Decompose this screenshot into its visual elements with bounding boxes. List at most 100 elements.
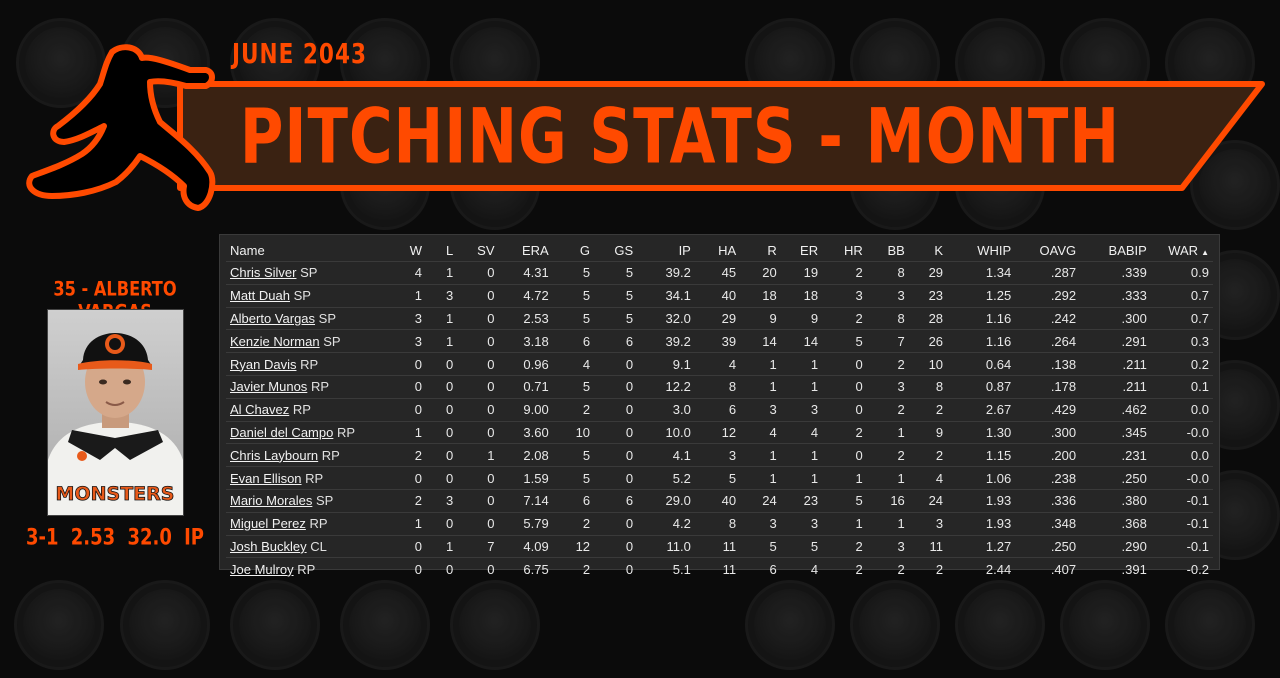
- stat-cell-babip: .333: [1080, 283, 1151, 308]
- stat-cell-ha: 8: [694, 374, 741, 399]
- player-link[interactable]: Chris Silver: [230, 265, 297, 281]
- stat-cell-hr: 2: [822, 420, 867, 444]
- stat-cell-sv: 0: [457, 557, 499, 581]
- stat-cell-er: 5: [780, 534, 823, 558]
- column-header-ip[interactable]: IP: [678, 242, 691, 258]
- player-link[interactable]: Josh Buckley: [230, 538, 307, 554]
- column-header-hr[interactable]: HR: [843, 242, 863, 258]
- player-link[interactable]: Kenzie Norman: [230, 333, 320, 349]
- stat-cell-era: 3.18: [498, 329, 553, 353]
- player-link[interactable]: Joe Mulroy: [230, 561, 294, 577]
- stat-cell-bb: 1: [866, 511, 909, 536]
- player-position: RP: [309, 516, 328, 532]
- stat-cell-er: 4: [780, 557, 823, 581]
- stat-cell-bb: 1: [866, 466, 909, 490]
- stat-cell-k: 26: [908, 329, 948, 353]
- stat-cell-whip: 2.44: [947, 557, 1016, 581]
- team-logo-bg: [340, 580, 430, 670]
- stat-cell-ha: 39: [694, 329, 741, 353]
- column-header-l[interactable]: L: [446, 242, 454, 258]
- stat-cell-sv: 0: [457, 374, 499, 399]
- column-header-bb[interactable]: BB: [887, 242, 905, 258]
- player-link[interactable]: Alberto Vargas: [230, 310, 316, 326]
- player-link[interactable]: Al Chavez: [230, 402, 290, 418]
- team-logo-bg: [745, 580, 835, 670]
- stat-cell-ip: 39.2: [637, 261, 695, 285]
- player-position: RP: [300, 356, 319, 372]
- stat-cell-babip: .380: [1080, 488, 1151, 513]
- pitching-stats-table: Name W L SV ERA G GS IP HA R ER HR BB K …: [226, 239, 1213, 581]
- stat-cell-hr: 2: [822, 557, 867, 581]
- table-row: Evan Ellison RP 0 0 0 1.59 5 0 5.2 5 1 1 1 1 4 1.06.23…: [226, 466, 1213, 490]
- stat-cell-ha: 45: [694, 261, 741, 285]
- column-header-babip[interactable]: BABIP: [1108, 242, 1147, 258]
- stat-cell-war: 0.1: [1150, 374, 1213, 399]
- stat-cell-sv: 0: [457, 511, 499, 536]
- column-header-whip[interactable]: WHIP: [977, 242, 1012, 258]
- stat-cell-hr: 0: [822, 352, 867, 376]
- team-logo-bg: [1060, 580, 1150, 670]
- player-link[interactable]: Ryan Davis: [230, 356, 297, 372]
- stat-cell-k: 2: [908, 443, 948, 467]
- pitcher-silhouette-icon: [26, 44, 216, 211]
- column-header-gs[interactable]: GS: [614, 242, 634, 258]
- stat-cell-bb: 1: [866, 420, 909, 444]
- stat-cell-er: 14: [780, 329, 823, 353]
- player-link[interactable]: Javier Munos: [230, 379, 308, 395]
- stat-cell-ip: 10.0: [637, 420, 695, 444]
- stat-cell-hr: 1: [822, 511, 867, 536]
- stat-cell-babip: .290: [1080, 534, 1151, 558]
- stat-cell-g: 10: [552, 420, 595, 444]
- table-row: Mario Morales SP 2 3 0 7.14 6 6 29.0 40 24 23 5 16 24…: [226, 488, 1213, 513]
- stat-cell-hr: 5: [822, 488, 867, 513]
- column-header-sv[interactable]: SV: [477, 242, 495, 258]
- stat-cell-oavg: .242: [1015, 306, 1081, 330]
- player-link[interactable]: Matt Duah: [230, 288, 290, 304]
- stat-cell-bb: 7: [866, 329, 909, 353]
- column-header-g[interactable]: G: [579, 242, 591, 258]
- player-link[interactable]: Mario Morales: [230, 493, 313, 509]
- stat-cell-ip: 9.1: [637, 352, 695, 376]
- stat-cell-hr: 0: [822, 397, 867, 422]
- stat-cell-war: -0.1: [1150, 511, 1213, 536]
- stat-cell-g: 5: [552, 374, 595, 399]
- stat-cell-hr: 2: [822, 306, 867, 330]
- stat-cell-er: 18: [780, 283, 823, 308]
- stat-cell-r: 1: [740, 443, 781, 467]
- column-header-k[interactable]: K: [934, 242, 944, 258]
- stat-cell-hr: 5: [822, 329, 867, 353]
- column-header-r[interactable]: R: [767, 242, 777, 258]
- column-header-name[interactable]: Name: [230, 242, 265, 258]
- stat-cell-g: 5: [552, 283, 595, 308]
- column-header-er[interactable]: ER: [800, 242, 819, 258]
- stat-cell-oavg: .250: [1015, 534, 1081, 558]
- stat-cell-er: 1: [780, 466, 823, 490]
- column-header-oavg[interactable]: OAVG: [1039, 242, 1077, 258]
- player-link[interactable]: Daniel del Campo: [230, 424, 334, 440]
- player-name-cell: Evan Ellison RP: [226, 466, 379, 490]
- stat-cell-er: 19: [780, 261, 823, 285]
- stat-cell-gs: 0: [594, 443, 638, 467]
- column-header-w[interactable]: W: [409, 242, 423, 258]
- player-name-cell: Josh Buckley CL: [226, 534, 379, 558]
- player-link[interactable]: Chris Laybourn: [230, 447, 319, 463]
- column-header-war[interactable]: WAR ▲: [1151, 239, 1213, 262]
- stat-cell-l: 0: [426, 511, 458, 536]
- stat-cell-l: 0: [426, 443, 458, 467]
- stat-cell-r: 5: [740, 534, 781, 558]
- stat-cell-gs: 0: [594, 397, 638, 422]
- player-name-cell: Mario Morales SP: [226, 488, 379, 513]
- player-link[interactable]: Miguel Perez: [230, 516, 306, 532]
- stat-cell-era: 0.71: [498, 374, 553, 399]
- table-row: Alberto Vargas SP 3 1 0 2.53 5 5 32.0 29 9 9 2 8 28 1.…: [226, 306, 1213, 330]
- player-link[interactable]: Evan Ellison: [230, 470, 302, 486]
- player-position: RP: [310, 379, 329, 395]
- stat-cell-r: 1: [740, 466, 781, 490]
- column-header-era[interactable]: ERA: [521, 242, 549, 258]
- stat-cell-ha: 8: [694, 511, 741, 536]
- stat-cell-sv: 0: [457, 397, 499, 422]
- stat-cell-bb: 8: [866, 306, 909, 330]
- stat-cell-ip: 12.2: [637, 374, 695, 399]
- stat-cell-k: 2: [908, 557, 948, 581]
- column-header-ha[interactable]: HA: [718, 242, 737, 258]
